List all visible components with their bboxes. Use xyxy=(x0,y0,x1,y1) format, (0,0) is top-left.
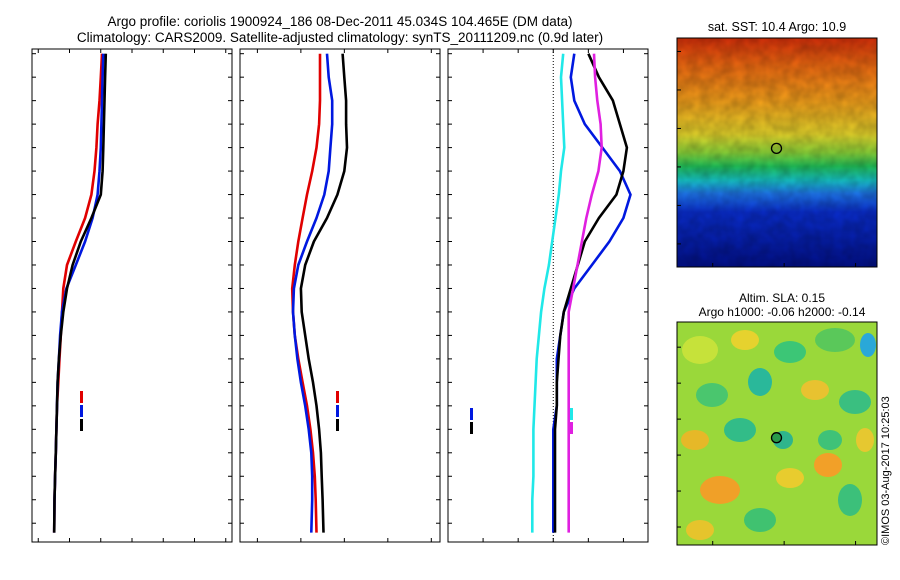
sst-map-frame xyxy=(676,37,878,268)
sst-texture xyxy=(677,38,877,267)
argo-position-marker xyxy=(770,432,783,444)
sla-map-panel: Altim. SLA: 0.15 Argo h1000: -0.06 h2000… xyxy=(676,291,878,546)
figure-title-line2: Climatology: CARS2009. Satellite-adjuste… xyxy=(77,30,603,45)
series-line-cyan xyxy=(530,53,566,533)
salinity-panel xyxy=(240,49,440,542)
difference-panel xyxy=(448,49,648,542)
legend-swatch xyxy=(80,391,83,403)
temperature-panel xyxy=(32,49,232,542)
sst-map-panel: sat. SST: 10.4 Argo: 10.9 xyxy=(676,20,878,268)
legend-swatch xyxy=(470,408,473,420)
series-line-blue xyxy=(52,53,105,533)
sla-anomaly-blobs xyxy=(681,328,876,540)
series-line-magenta xyxy=(567,53,604,533)
imos-timestamp: ©IMOS 03-Aug-2017 10:25:03 xyxy=(880,396,892,545)
sla-map-frame xyxy=(676,321,878,546)
series-line-black xyxy=(299,53,349,533)
argo-position-marker xyxy=(770,142,783,154)
series-line-black xyxy=(553,53,629,533)
legend-swatch xyxy=(336,419,339,431)
legend-swatch xyxy=(570,422,573,434)
salinity-panel-frame xyxy=(239,48,441,543)
sla-map-title-line1: Altim. SLA: 0.15 xyxy=(739,291,825,305)
series-line-red xyxy=(52,53,104,533)
series-line-blue xyxy=(551,53,632,533)
difference-panel-frame xyxy=(447,48,649,543)
sla-map-title-line2: Argo h1000: -0.06 h2000: -0.14 xyxy=(699,305,866,319)
figure-title-line1: Argo profile: coriolis 1900924_186 08-De… xyxy=(107,14,572,29)
legend-swatch xyxy=(570,408,573,420)
legend-swatch xyxy=(470,422,473,434)
legend-swatch xyxy=(80,405,83,417)
legend-swatch xyxy=(80,419,83,431)
series-line-black xyxy=(52,53,108,533)
sst-map-title: sat. SST: 10.4 Argo: 10.9 xyxy=(708,20,846,34)
legend-swatch xyxy=(336,405,339,417)
legend-swatch xyxy=(336,391,339,403)
series-line-red xyxy=(290,53,322,533)
series-line-blue xyxy=(291,53,334,533)
